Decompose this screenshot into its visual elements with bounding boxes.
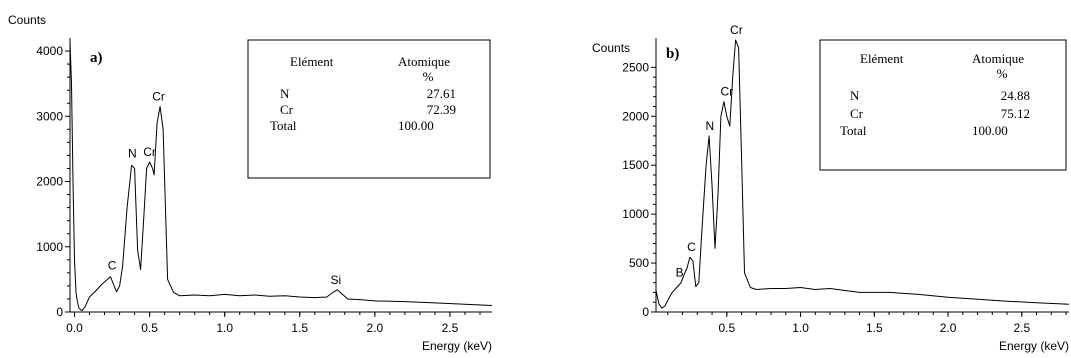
peak-label: B [676,266,684,280]
spectrum-line [69,41,493,312]
x-axis-title: Energy (keV) [422,339,492,353]
x-tick-label: 1.5 [866,321,883,335]
table-cell-element: Total [270,118,297,133]
table-cell-value: 75.12 [1001,106,1030,121]
peak-label: Cr [720,85,733,99]
composition-table: Elément Atomique% N 24.88 Cr 75.12 Total 100.00 [819,39,1067,171]
x-tick-label: 2.0 [940,321,957,335]
x-tick-label: 1.5 [291,321,308,335]
table-cell-value: 100.00 [398,118,434,133]
chart-panel-b: Counts 0 500 1000 1500 2000 2500 0.5 1.0 1.5 2.0 2.… [592,23,1070,353]
x-tick-label: 2.5 [442,321,459,335]
peak-label: Cr [143,145,156,159]
table-header-atomic: Atomique [972,51,1024,66]
peak-label: C [108,258,117,272]
x-tick-label: 2.5 [1013,321,1030,335]
table-header-atomic: Atomique [398,54,450,69]
y-tick-label: 2500 [622,60,649,74]
table-cell-value: 72.39 [427,102,456,117]
y-tick-label: 2000 [622,109,649,123]
y-tick-label: 0 [642,305,649,319]
table-cell-element: N [850,88,860,103]
x-tick-label: 1.0 [216,321,233,335]
peak-label: Cr [152,90,165,104]
y-tick-label: 4000 [36,44,63,58]
x-tick-label: 2.0 [367,321,384,335]
x-tick-label: 1.0 [792,321,809,335]
chart-panel-a: Counts 0 1000 2000 3000 4000 0.0 0.5 1.0 1.5 2.0 2.… [8,13,493,353]
peak-label: N [128,146,137,160]
peak-label: Si [330,273,341,287]
x-tick-label: 0.5 [141,321,158,335]
composition-table: Elément Atomique% N 27.61 Cr 72.39 Total 100.00 [247,39,491,179]
table-cell-element: N [280,86,290,101]
x-tick-label: 0.0 [66,321,83,335]
peak-label: C [687,240,696,254]
table-cell-value: 100.00 [972,123,1008,138]
table-cell-element: Cr [280,102,294,117]
panel-label: b) [666,46,679,62]
table-cell-value: 27.61 [427,86,456,101]
y-tick-label: 500 [629,256,649,270]
spectrum-line [655,39,1070,309]
table-cell-element: Cr [850,106,864,121]
peak-label: Cr [730,23,743,37]
table-border [247,39,491,179]
table-header-element: Elément [290,54,334,69]
y-tick-label: 1000 [36,240,63,254]
table-header-percent: % [423,69,434,84]
x-axis-title: Energy (keV) [999,339,1069,353]
table-header-percent: % [997,66,1008,81]
panel-label: a) [90,50,103,66]
table-cell-value: 24.88 [1001,88,1030,103]
table-border [819,39,1067,171]
y-tick-label: 1500 [622,158,649,172]
y-axis-title: Counts [592,41,630,55]
x-tick-label: 0.5 [718,321,735,335]
table-cell-element: Total [840,123,867,138]
y-axis-title: Counts [8,13,46,27]
table-header-element: Elément [860,51,904,66]
y-tick-label: 0 [56,305,63,319]
y-tick-label: 1000 [622,207,649,221]
y-tick-label: 2000 [36,175,63,189]
peak-label: N [706,119,715,133]
y-tick-label: 3000 [36,109,63,123]
